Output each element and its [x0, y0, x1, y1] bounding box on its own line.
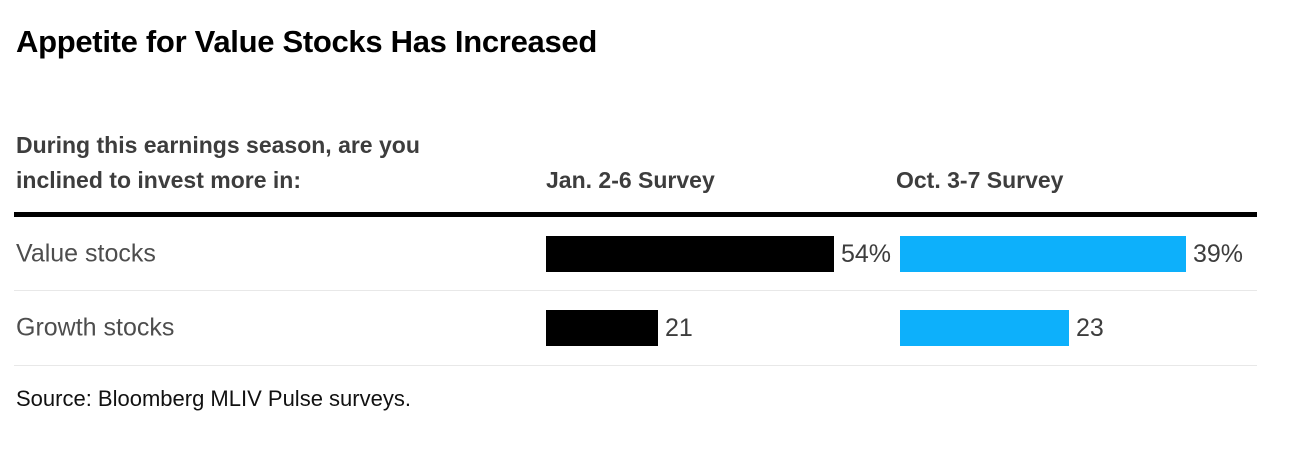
bar-value-label-growth-jan: 21 [665, 313, 693, 342]
row-label-growth-stocks: Growth stocks [16, 313, 175, 342]
column-header-oct-survey: Oct. 3-7 Survey [896, 167, 1064, 193]
bar-growth-oct [900, 310, 1069, 346]
chart-title: Appetite for Value Stocks Has Increased [16, 24, 597, 59]
cell-growth-oct: 23 [900, 310, 1104, 346]
cell-value-oct: 39% [900, 236, 1243, 272]
bar-growth-jan [546, 310, 658, 346]
chart-question: During this earnings season, are you inc… [16, 128, 536, 198]
table-row-growth-stocks: Growth stocks 21 23 [0, 291, 1304, 365]
column-header-jan-survey: Jan. 2-6 Survey [546, 167, 715, 193]
bar-value-label-growth-oct: 23 [1076, 313, 1104, 342]
table-row-value-stocks: Value stocks 54% 39% [0, 217, 1304, 291]
row-divider [14, 290, 1257, 291]
row-divider [14, 365, 1257, 366]
cell-growth-jan: 21 [546, 310, 693, 346]
bar-value-oct [900, 236, 1186, 272]
header-rule [14, 212, 1257, 217]
source-attribution: Source: Bloomberg MLIV Pulse surveys. [16, 386, 411, 411]
question-line-1: During this earnings season, are you [16, 132, 420, 158]
question-line-2: inclined to invest more in: [16, 167, 301, 193]
bar-value-jan [546, 236, 834, 272]
bar-value-label-value-jan: 54% [841, 239, 892, 268]
row-label-value-stocks: Value stocks [16, 239, 156, 268]
cell-value-jan: 54% [546, 236, 891, 272]
bar-value-label-value-oct: 39% [1193, 239, 1244, 268]
